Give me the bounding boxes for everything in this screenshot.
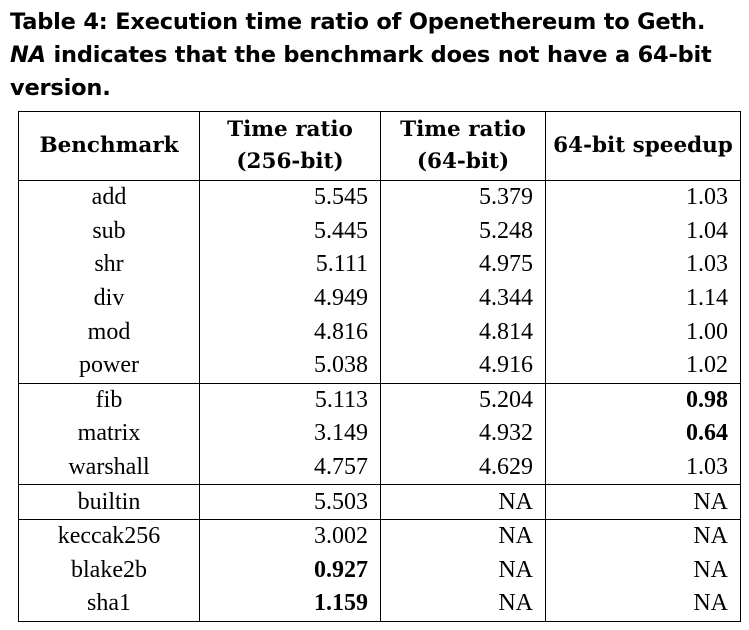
time-ratio-256-cell: 3.149 [199, 417, 381, 451]
header-speedup: 64-bit speedup [545, 111, 741, 181]
table-row: shr 5.111 4.975 1.03 [18, 248, 741, 282]
time-ratio-64-cell: 5.204 [380, 383, 546, 418]
time-ratio-256-cell: 4.949 [199, 281, 381, 316]
table-row: matrix 3.149 4.932 0.64 [18, 417, 741, 451]
table-row: sub 5.445 5.248 1.04 [18, 214, 741, 249]
caption-text-before: Execution time ratio of Openethereum to … [115, 9, 706, 35]
speedup-cell: NA [545, 587, 741, 622]
time-ratio-256-cell: 3.002 [199, 519, 381, 554]
speedup-cell: 1.00 [545, 315, 741, 349]
table-row: builtin 5.503 NA NA [18, 484, 741, 520]
table-row: power 5.038 4.916 1.02 [18, 348, 741, 384]
header-time-ratio-64: Time ratio (64-bit) [380, 111, 546, 181]
time-ratio-64-cell: 4.932 [380, 417, 546, 451]
time-ratio-256-cell: 5.113 [199, 383, 381, 418]
benchmark-name-cell: builtin [18, 484, 200, 520]
time-ratio-256-cell: 4.816 [199, 315, 381, 349]
benchmark-name-cell: fib [18, 383, 200, 418]
table-row: sha1 1.159 NA NA [18, 587, 741, 622]
time-ratio-64-cell: NA [380, 484, 546, 520]
time-ratio-256-cell: 5.111 [199, 248, 381, 282]
time-ratio-64-cell: 4.629 [380, 450, 546, 486]
speedup-cell: 1.04 [545, 214, 741, 249]
benchmark-name-cell: blake2b [18, 553, 200, 588]
benchmark-name-cell: matrix [18, 417, 200, 451]
caption-label: Table 4: [10, 9, 108, 35]
table-caption: Table 4: Execution time ratio of Openeth… [10, 6, 746, 105]
table-row: add 5.545 5.379 1.03 [18, 180, 741, 215]
speedup-cell: 1.03 [545, 180, 741, 215]
speedup-cell: 1.02 [545, 348, 741, 384]
benchmark-name-cell: sha1 [18, 587, 200, 622]
caption-na-term: NA [10, 42, 46, 68]
speedup-cell: NA [545, 553, 741, 588]
time-ratio-256-cell: 5.445 [199, 214, 381, 249]
time-ratio-256-cell: 0.927 [199, 553, 381, 588]
time-ratio-64-cell: 4.916 [380, 348, 546, 384]
benchmark-name-cell: sub [18, 214, 200, 249]
time-ratio-256-cell: 5.545 [199, 180, 381, 215]
time-ratio-64-cell: NA [380, 553, 546, 588]
time-ratio-64-cell: 5.248 [380, 214, 546, 249]
benchmark-name-cell: mod [18, 315, 200, 349]
benchmark-name-cell: shr [18, 248, 200, 282]
speedup-cell: 1.03 [545, 248, 741, 282]
speedup-cell: NA [545, 519, 741, 554]
speedup-cell: 0.64 [545, 417, 741, 451]
speedup-cell: 0.98 [545, 383, 741, 418]
benchmark-name-cell: keccak256 [18, 519, 200, 554]
time-ratio-256-cell: 1.159 [199, 587, 381, 622]
benchmark-name-cell: power [18, 348, 200, 384]
benchmark-name-cell: add [18, 180, 200, 215]
speedup-cell: 1.14 [545, 281, 741, 316]
table-row: mod 4.816 4.814 1.00 [18, 315, 741, 349]
speedup-cell: 1.03 [545, 450, 741, 486]
time-ratio-256-cell: 5.038 [199, 348, 381, 384]
time-ratio-64-cell: NA [380, 519, 546, 554]
table-body: add 5.545 5.379 1.03 sub 5.445 5.248 1.04 shr 5.1… [18, 180, 741, 622]
time-ratio-64-cell: 4.344 [380, 281, 546, 316]
header-benchmark: Benchmark [18, 111, 200, 181]
table-row: warshall 4.757 4.629 1.03 [18, 450, 741, 486]
time-ratio-64-cell: 4.975 [380, 248, 546, 282]
table-row: fib 5.113 5.204 0.98 [18, 383, 741, 418]
time-ratio-64-cell: NA [380, 587, 546, 622]
results-table: Benchmark Time ratio (256-bit) Time rati… [18, 111, 741, 622]
caption-text-after: indicates that the benchmark does not ha… [10, 42, 712, 101]
time-ratio-64-cell: 4.814 [380, 315, 546, 349]
time-ratio-64-cell: 5.379 [380, 180, 546, 215]
header-row: Benchmark Time ratio (256-bit) Time rati… [18, 111, 741, 181]
benchmark-name-cell: warshall [18, 450, 200, 486]
benchmark-name-cell: div [18, 281, 200, 316]
table-row: blake2b 0.927 NA NA [18, 553, 741, 588]
table-row: div 4.949 4.344 1.14 [18, 281, 741, 316]
table-row: keccak256 3.002 NA NA [18, 519, 741, 554]
time-ratio-256-cell: 4.757 [199, 450, 381, 486]
header-time-ratio-256: Time ratio (256-bit) [199, 111, 381, 181]
time-ratio-256-cell: 5.503 [199, 484, 381, 520]
speedup-cell: NA [545, 484, 741, 520]
